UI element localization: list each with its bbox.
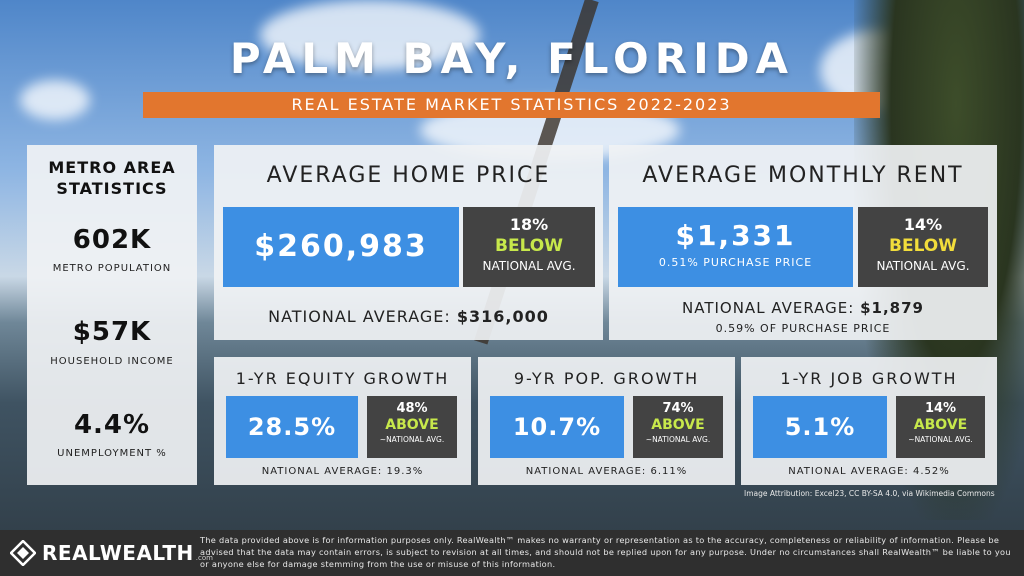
home-price-comparison: 18% BELOW NATIONAL AVG. <box>463 207 595 287</box>
rent-pct: 14% <box>903 215 943 234</box>
job-growth-title: 1-YR JOB GROWTH <box>780 369 958 388</box>
job-growth-value: 5.1% <box>753 396 887 458</box>
job-direction: ABOVE <box>913 417 968 433</box>
logo-suffix: .com <box>195 554 213 562</box>
equity-growth-panel: 1-YR EQUITY GROWTH 28.5% 48% ABOVE ~NATI… <box>214 357 471 485</box>
job-growth-comparison: 14% ABOVE ~NATIONAL AVG. <box>896 396 985 458</box>
subtitle-banner: REAL ESTATE MARKET STATISTICS 2022-2023 <box>143 92 880 118</box>
pop-growth-value: 10.7% <box>490 396 624 458</box>
pop-national: NATIONAL AVERAGE: 6.11% <box>525 466 688 477</box>
pop-growth-panel: 9-YR POP. GROWTH 10.7% 74% ABOVE ~NATION… <box>478 357 735 485</box>
rent-value-box: $1,331 0.51% PURCHASE PRICE <box>618 207 853 287</box>
pop-growth-title: 9-YR POP. GROWTH <box>513 369 700 388</box>
metro-population-label: METRO POPULATION <box>52 263 172 274</box>
rent-value: $1,331 <box>675 219 796 252</box>
equity-national: NATIONAL AVERAGE: 19.3% <box>261 466 424 477</box>
equity-pct: 48% <box>396 401 428 416</box>
unemployment-value: 4.4% <box>73 410 151 440</box>
metro-heading: METRO AREA STATISTICS <box>48 158 176 198</box>
equity-growth-title: 1-YR EQUITY GROWTH <box>235 369 450 388</box>
home-price-value: $260,983 <box>223 207 459 287</box>
home-price-compare-label: NATIONAL AVG. <box>482 259 576 273</box>
metro-stats-panel: METRO AREA STATISTICS 602K METRO POPULAT… <box>27 145 197 485</box>
cloud-decoration <box>260 0 480 70</box>
pop-direction: ABOVE <box>651 417 705 433</box>
job-growth-panel: 1-YR JOB GROWTH 5.1% 14% ABOVE ~NATIONAL… <box>741 357 997 485</box>
job-pct: 14% <box>924 401 957 416</box>
rent-national: NATIONAL AVERAGE: $1,879 <box>682 299 924 317</box>
rent-national-sub: 0.59% OF PURCHASE PRICE <box>715 322 891 335</box>
job-national: NATIONAL AVERAGE: 4.52% <box>788 466 950 477</box>
home-price-title: AVERAGE HOME PRICE <box>266 163 551 188</box>
rent-compare-label: NATIONAL AVG. <box>876 259 970 273</box>
metro-population-value: 602K <box>72 225 152 255</box>
equity-growth-value: 28.5% <box>226 396 358 458</box>
home-price-panel: AVERAGE HOME PRICE $260,983 18% BELOW NA… <box>214 145 603 340</box>
realwealth-logo: REALWEALTH .com <box>10 538 213 568</box>
home-price-national: NATIONAL AVERAGE: $316,000 <box>268 307 549 326</box>
equity-direction: ABOVE <box>385 417 439 433</box>
pop-compare-label: ~NATIONAL AVG. <box>645 435 711 444</box>
unemployment-label: UNEMPLOYMENT % <box>57 448 167 459</box>
home-price-direction: BELOW <box>495 236 563 256</box>
rent-title: AVERAGE MONTHLY RENT <box>642 163 964 188</box>
rent-direction: BELOW <box>889 236 957 256</box>
logo-name: REALWEALTH <box>42 541 194 565</box>
equity-growth-comparison: 48% ABOVE ~NATIONAL AVG. <box>367 396 457 458</box>
household-income-label: HOUSEHOLD INCOME <box>50 356 174 367</box>
job-compare-label: ~NATIONAL AVG. <box>908 435 973 444</box>
image-attribution: Image Attribution: Excel23, CC BY-SA 4.0… <box>744 489 995 498</box>
realwealth-logo-icon <box>10 540 36 566</box>
rent-value-sub: 0.51% PURCHASE PRICE <box>658 256 813 269</box>
home-price-pct: 18% <box>509 215 549 234</box>
pop-growth-comparison: 74% ABOVE ~NATIONAL AVG. <box>633 396 723 458</box>
rent-panel: AVERAGE MONTHLY RENT $1,331 0.51% PURCHA… <box>609 145 997 340</box>
pop-pct: 74% <box>662 401 694 416</box>
disclaimer-text: The data provided above is for informati… <box>200 535 1011 569</box>
footer-bar <box>0 530 1024 576</box>
equity-compare-label: ~NATIONAL AVG. <box>379 435 445 444</box>
page-title: PALM BAY, FLORIDA <box>229 34 795 83</box>
rent-comparison: 14% BELOW NATIONAL AVG. <box>858 207 988 287</box>
cloud-decoration <box>20 80 90 120</box>
household-income-value: $57K <box>72 317 152 347</box>
